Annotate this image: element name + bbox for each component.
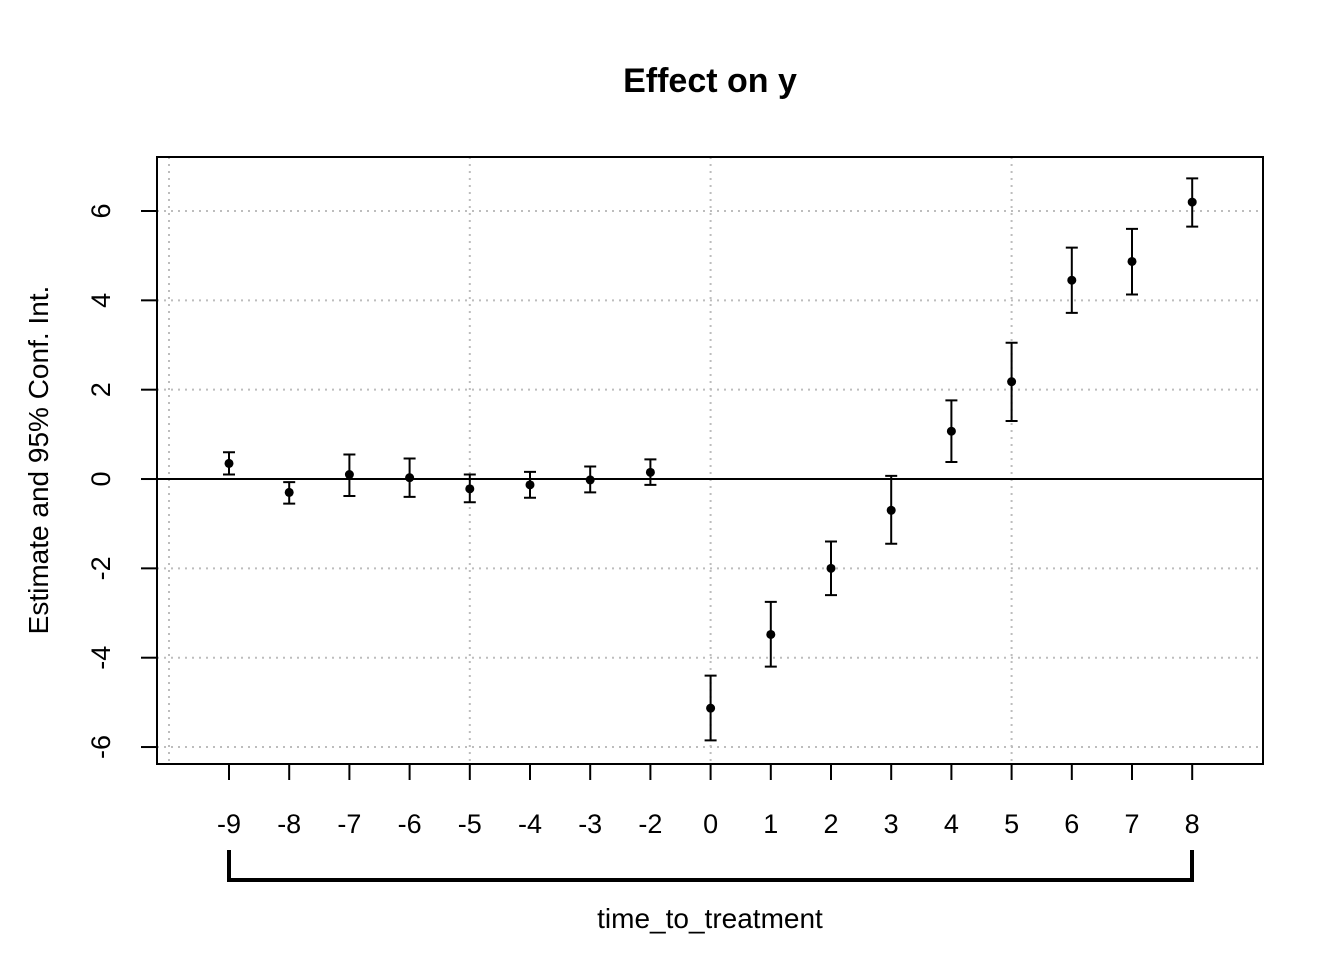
y-tick-label: 4 [86,293,116,308]
point-estimate [766,629,776,639]
x-tick-label: 2 [823,809,838,839]
x-tick-label: 3 [884,809,899,839]
y-axis: -6 -4 -2 0 2 4 6 [86,203,157,759]
y-axis-label: Estimate and 95% Conf. Int. [23,286,54,635]
x-tick-label: 5 [1004,809,1019,839]
x-axis: -9 -8 -7 -6 -5 -4 -3 -2 0 1 2 3 4 5 6 7 8 [217,764,1200,839]
x-tick-label: -4 [518,809,542,839]
point-estimate [585,475,595,485]
x-tick-label: -3 [578,809,602,839]
x-axis-label: time_to_treatment [597,903,823,934]
chart-title: Effect on y [623,62,797,100]
point-estimate [224,458,234,468]
point-estimate [645,467,655,477]
grid-lines [157,157,1263,764]
point-estimate [1007,377,1017,387]
point-estimates [224,197,1197,713]
point-estimate [1067,275,1077,285]
y-tick-label: 0 [86,472,116,487]
x-tick-label: -5 [458,809,482,839]
x-tick-label: 0 [703,809,718,839]
y-tick-label: -4 [86,646,116,670]
point-estimate [1127,256,1137,266]
x-tick-label: 6 [1064,809,1079,839]
point-estimate [465,484,475,494]
y-tick-label: -2 [86,556,116,580]
point-estimate [826,563,836,573]
point-estimate [405,473,415,483]
x-tick-label: 8 [1185,809,1200,839]
point-estimate [886,505,896,515]
y-tick-label: -6 [86,735,116,759]
x-tick-label: -9 [217,809,241,839]
point-estimate [525,480,535,490]
x-tick-label: -7 [337,809,361,839]
x-tick-label: -6 [398,809,422,839]
x-tick-label: 1 [763,809,778,839]
point-estimate [284,487,294,497]
x-tick-label: 7 [1124,809,1139,839]
y-tick-label: 6 [86,203,116,218]
x-tick-label: 4 [944,809,959,839]
point-estimate [706,703,716,713]
x-tick-label: -8 [277,809,301,839]
x-tick-label: -2 [638,809,662,839]
point-estimate [1187,197,1197,207]
point-estimate [344,470,354,480]
point-estimate [946,426,956,436]
x-axis-bracket [227,850,1194,882]
y-tick-label: 2 [86,382,116,397]
